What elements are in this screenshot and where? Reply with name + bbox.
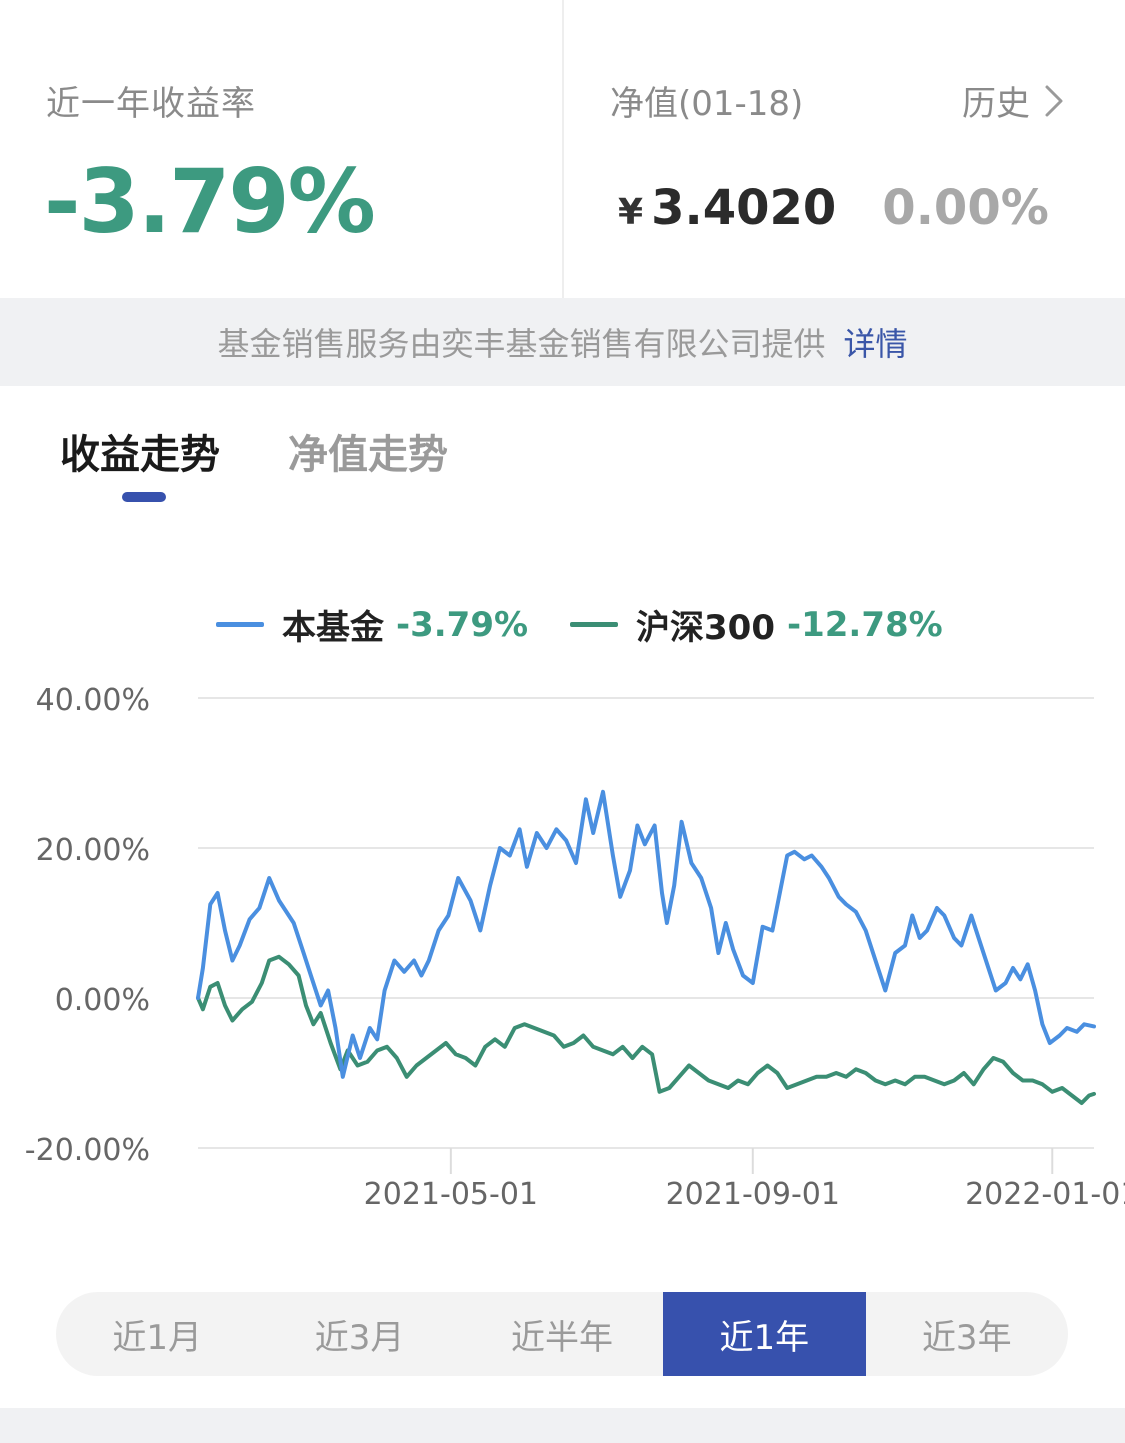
chart-tabs: 收益走势 净值走势: [0, 386, 1125, 516]
legend-value-benchmark: -12.78%: [786, 604, 943, 645]
y-tick-label: 0.00%: [55, 983, 150, 1018]
period-1m[interactable]: 近1月: [112, 1317, 203, 1358]
legend-line-benchmark: [570, 622, 618, 627]
return-trend-chart[interactable]: 40.00% 20.00% 0.00% -20.00% 2021-05-01 2021-0…: [0, 660, 1125, 1230]
legend-line-fund: [216, 622, 264, 627]
return-value: -3.79%: [44, 150, 376, 253]
legend-name-benchmark: 沪深300: [636, 608, 775, 648]
nav-value: 3.4020: [651, 180, 837, 236]
legend-value-fund: -3.79%: [396, 604, 529, 645]
history-label: 历史: [962, 84, 1030, 124]
y-tick-label: -20.00%: [25, 1133, 150, 1168]
x-tick-label: 2021-05-01: [364, 1177, 538, 1212]
y-tick-label: 40.00%: [36, 683, 150, 718]
period-6m[interactable]: 近半年: [510, 1317, 613, 1358]
return-label: 近一年收益率: [46, 84, 256, 124]
period-3y[interactable]: 近3年: [921, 1317, 1012, 1358]
bottom-strip: [0, 1408, 1125, 1443]
x-tick-label: 2021-09-01: [666, 1177, 840, 1212]
nav-change: 0.00%: [882, 180, 1049, 236]
fund-summary: 近一年收益率 -3.79% 净值(01-18) 历史 ¥ 3.4020 0.00…: [0, 0, 1125, 298]
legend-item-benchmark: 沪深300 -12.78%: [570, 600, 943, 649]
fund-series-line: [196, 789, 1096, 1079]
tab-return-trend[interactable]: 收益走势: [60, 432, 220, 478]
period-3m[interactable]: 近3月: [314, 1317, 405, 1358]
tab-active-indicator: [122, 492, 166, 502]
sales-notice-text: 基金销售服务由奕丰基金销售有限公司提供: [217, 325, 826, 363]
currency-symbol: ¥: [618, 192, 644, 233]
legend-name-fund: 本基金: [282, 608, 384, 648]
details-link[interactable]: 详情: [843, 325, 908, 363]
y-tick-label: 20.00%: [36, 833, 150, 868]
nav-label: 净值(01-18): [610, 84, 804, 124]
chevron-right-icon: [1045, 85, 1063, 116]
period-1y[interactable]: 近1年: [663, 1292, 866, 1376]
legend-item-fund: 本基金 -3.79%: [216, 600, 528, 649]
benchmark-series-line: [196, 954, 1096, 1105]
summary-divider: [562, 0, 564, 298]
nav-value-row: ¥ 3.4020 0.00%: [618, 180, 1049, 236]
history-link[interactable]: 历史: [962, 76, 1064, 125]
tab-nav-trend[interactable]: 净值走势: [288, 432, 448, 478]
sales-notice-banner: 基金销售服务由奕丰基金销售有限公司提供 详情: [0, 298, 1125, 386]
period-selector: 近1月 近3月 近半年 近1年 近3年: [56, 1292, 1068, 1376]
x-tick-label: 2022-01-01: [965, 1177, 1125, 1212]
chart-legend: 本基金 -3.79% 沪深300 -12.78%: [0, 600, 1125, 650]
